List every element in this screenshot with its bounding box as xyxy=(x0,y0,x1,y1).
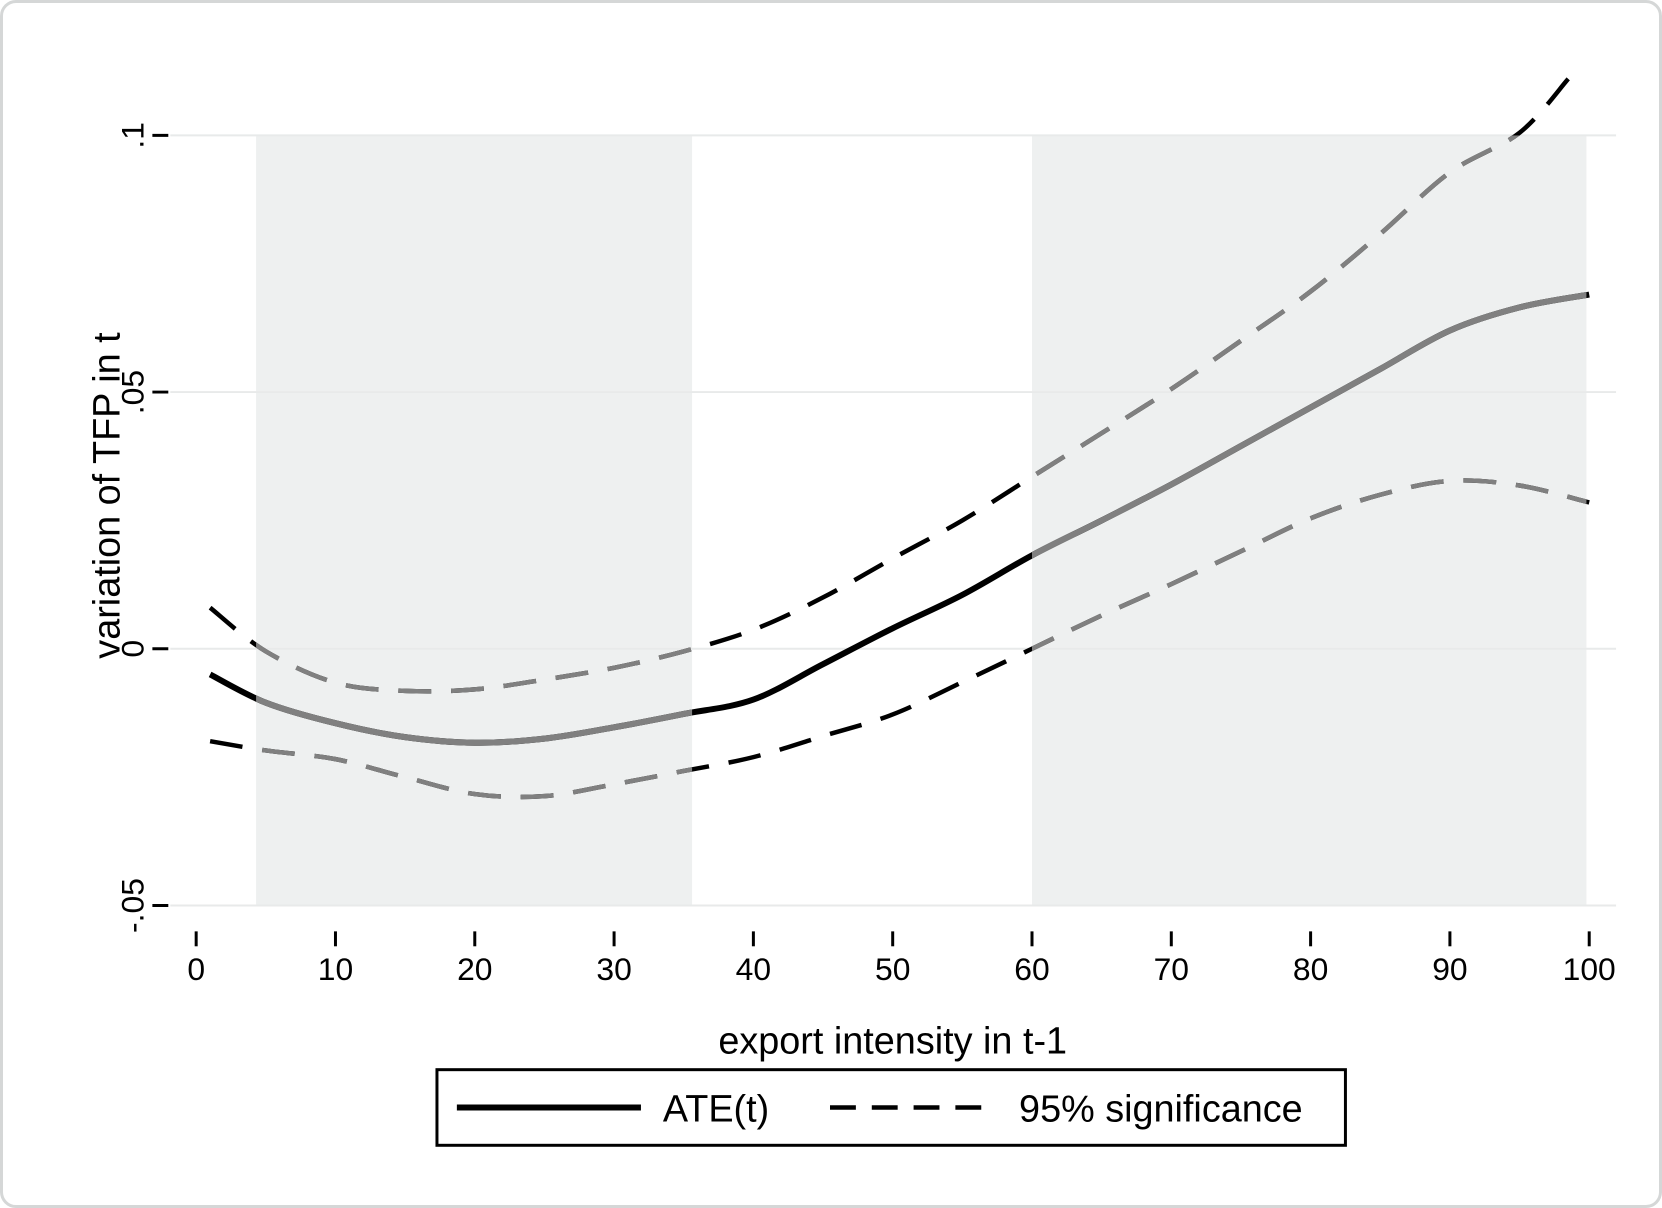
significance-band xyxy=(256,135,693,906)
y-tick-label: -.05 xyxy=(114,878,150,933)
x-tick-label: 40 xyxy=(736,951,771,987)
x-tick-label: 0 xyxy=(187,951,205,987)
significance-band xyxy=(1031,135,1587,906)
x-tick-label: 70 xyxy=(1154,951,1189,987)
x-tick-label: 10 xyxy=(318,951,353,987)
x-tick-label: 80 xyxy=(1293,951,1328,987)
legend-label-ate: ATE(t) xyxy=(663,1088,769,1130)
x-tick-label: 90 xyxy=(1432,951,1467,987)
y-tick-label: 0 xyxy=(114,640,150,658)
axis-tick-labels: .1 .05 0 -.05 0 10 20 30 40 50 60 70 80 90 100 xyxy=(114,122,1615,987)
ate-tfp-chart: .1 .05 0 -.05 0 10 20 30 40 50 60 70 80 90 100 variati… xyxy=(87,77,1617,1147)
legend-label-significance: 95% significance xyxy=(1019,1088,1303,1130)
axis-ticks xyxy=(152,133,1591,947)
x-tick-label: 30 xyxy=(596,951,631,987)
x-tick-label: 20 xyxy=(457,951,492,987)
y-tick-label: .1 xyxy=(114,122,150,149)
x-axis-title: export intensity in t-1 xyxy=(718,1021,1067,1063)
legend: ATE(t) 95% significance xyxy=(435,1068,1347,1147)
x-tick-label: 60 xyxy=(1014,951,1049,987)
y-axis-title: variation of TFP in t xyxy=(87,332,129,659)
y-tick-label: .05 xyxy=(114,370,150,414)
x-tick-label: 100 xyxy=(1563,951,1616,987)
gridlines xyxy=(170,134,1617,907)
x-tick-label: 50 xyxy=(875,951,910,987)
significance-bands xyxy=(256,135,1587,906)
curves xyxy=(208,77,1590,800)
